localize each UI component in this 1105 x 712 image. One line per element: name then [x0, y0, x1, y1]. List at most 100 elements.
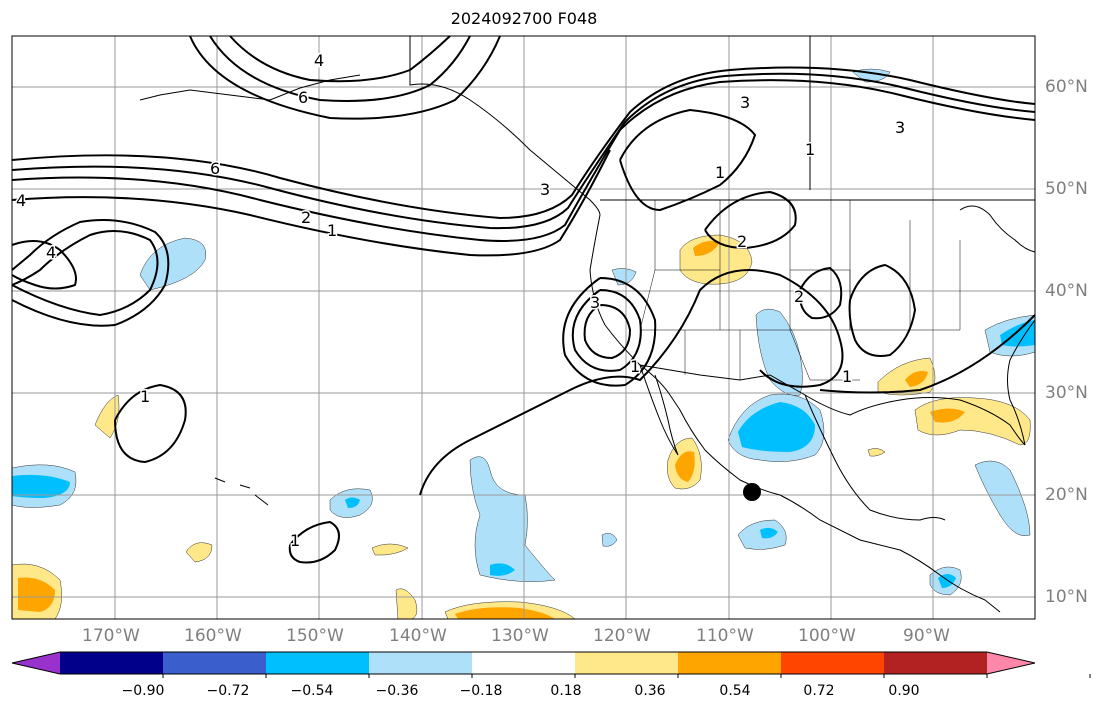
lon-label: 90°W — [903, 626, 950, 646]
colorbar-outline — [11, 651, 1036, 675]
contour-label: 1 — [715, 163, 725, 182]
contour-central-pac-low — [114, 383, 187, 464]
contour-pacific-2 — [11, 72, 1036, 230]
coast-west-us — [589, 214, 1001, 613]
storm-position-marker — [743, 483, 761, 501]
contour-label: 3 — [590, 293, 600, 312]
contour-label: 3 — [540, 180, 550, 199]
colorbar-tick-label: 0.90 — [888, 683, 920, 699]
pos-fill-louisiana — [877, 357, 936, 396]
contour-label: 4 — [46, 243, 56, 262]
colorbar-extend-low — [12, 652, 60, 674]
lat-label: 30°N — [1045, 383, 1088, 403]
contour-label: 4 — [16, 191, 26, 210]
neg-fill-mexico-core — [738, 402, 815, 452]
neg-fill-central-pac-core — [490, 563, 515, 576]
colorbar-segment — [472, 652, 576, 674]
colorbar-tick-label: 0.36 — [634, 683, 666, 699]
contour-north-canada — [619, 108, 757, 212]
contour-label: 2 — [794, 287, 804, 306]
colorbar-tick-label: −0.36 — [375, 683, 419, 699]
neg-fill-texas-strip — [755, 308, 803, 396]
colorbar-segment — [781, 652, 885, 674]
colorbar-tick-label: 0.54 — [719, 683, 751, 699]
map-frame — [11, 35, 1036, 620]
colorbar-segment — [369, 652, 473, 674]
contours — [11, 35, 1036, 564]
contour-pacific-1 — [11, 79, 1036, 242]
contour-cut-low-2 — [583, 304, 632, 360]
neg-fill-small-1 — [601, 533, 618, 547]
lat-label: 50°N — [1045, 179, 1088, 199]
lon-label: 100°W — [798, 626, 856, 646]
pos-fill-sw-corner-core — [18, 577, 55, 612]
lon-label: 110°W — [696, 626, 754, 646]
pos-fill-gulf-core — [930, 408, 965, 423]
contour-label: 6 — [210, 159, 220, 178]
contour-east — [848, 263, 917, 357]
colorbar-segment — [163, 652, 267, 674]
colorbar-tick-label: −0.90 — [121, 683, 165, 699]
lon-label: 150°W — [286, 626, 344, 646]
neg-fill-caribbean — [974, 460, 1031, 537]
colorbar — [11, 651, 1091, 678]
contour-east-big — [819, 314, 1036, 394]
lon-label: 140°W — [389, 626, 447, 646]
lon-label: 120°W — [593, 626, 651, 646]
colorbar-segment — [266, 652, 370, 674]
contour-gulf-alaska — [229, 35, 451, 83]
contour-west-low-3 — [11, 240, 77, 290]
pos-fill-louisiana-core — [905, 371, 928, 387]
contour-west-low-2 — [11, 219, 170, 327]
map-title: 2024092700 F048 — [450, 9, 598, 28]
coast-canada-east — [959, 205, 1036, 253]
coastlines — [139, 36, 1036, 613]
contour-pacific-4 — [11, 149, 611, 257]
neg-fill-central-pac — [469, 456, 556, 582]
pos-fill-south-1 — [395, 588, 418, 620]
colorbar-tick-label: −0.72 — [206, 683, 250, 699]
contour-label: 2 — [737, 232, 747, 251]
contour-label: 1 — [630, 357, 640, 376]
colorbar-extend-high — [987, 652, 1035, 674]
neg-fill-cent-am-core — [938, 574, 956, 588]
neg-fill-hawaii-core — [345, 497, 360, 508]
lon-label: 170°W — [82, 626, 140, 646]
contour-pacific-3 — [11, 66, 1036, 220]
neg-fill-west-core — [12, 474, 70, 498]
contour-label: 1 — [805, 140, 815, 159]
pos-fill-pac-1 — [94, 394, 120, 439]
contour-labels: 4 4 6 6 2 1 4 3 3 1 3 1 2 2 3 1 1 1 1 — [15, 50, 907, 552]
lat-label: 20°N — [1045, 485, 1088, 505]
lat-label: 10°N — [1045, 587, 1088, 607]
contour-west-low — [11, 230, 159, 317]
coast-baja — [639, 364, 679, 456]
pos-fill-baja-core — [675, 451, 695, 482]
contour-label: 1 — [327, 221, 337, 240]
colorbar-segment — [884, 652, 988, 674]
pos-fill-gulf-small — [867, 448, 886, 457]
colorbar-tick-label: 0.72 — [803, 683, 835, 699]
lat-label: 60°N — [1045, 77, 1088, 97]
colorbar-tick-label: 0.18 — [550, 683, 582, 699]
coast-east-us — [1007, 319, 1036, 446]
contour-label: 2 — [301, 208, 311, 227]
lon-label: 160°W — [184, 626, 242, 646]
coast-alaska — [409, 36, 601, 216]
contour-label: 4 — [314, 51, 324, 70]
contour-cut-low — [571, 289, 642, 372]
colorbar-segment — [575, 652, 679, 674]
pos-fill-rockies-core — [693, 240, 720, 256]
colorbar-segment — [60, 652, 164, 674]
contour-cut-low-3 — [562, 277, 657, 387]
coast-mexico-gulf — [804, 394, 946, 521]
neg-fill-south-mex-core — [760, 527, 778, 539]
contour-label: 3 — [895, 118, 905, 137]
colorbar-tick-label: −0.54 — [290, 683, 334, 699]
contour-plains — [798, 266, 843, 320]
contour-gulf-alaska-3 — [189, 35, 501, 120]
contour-label: 1 — [140, 387, 150, 406]
contour-hawaii-low — [288, 520, 340, 564]
contour-gulf-alaska-2 — [209, 35, 471, 102]
